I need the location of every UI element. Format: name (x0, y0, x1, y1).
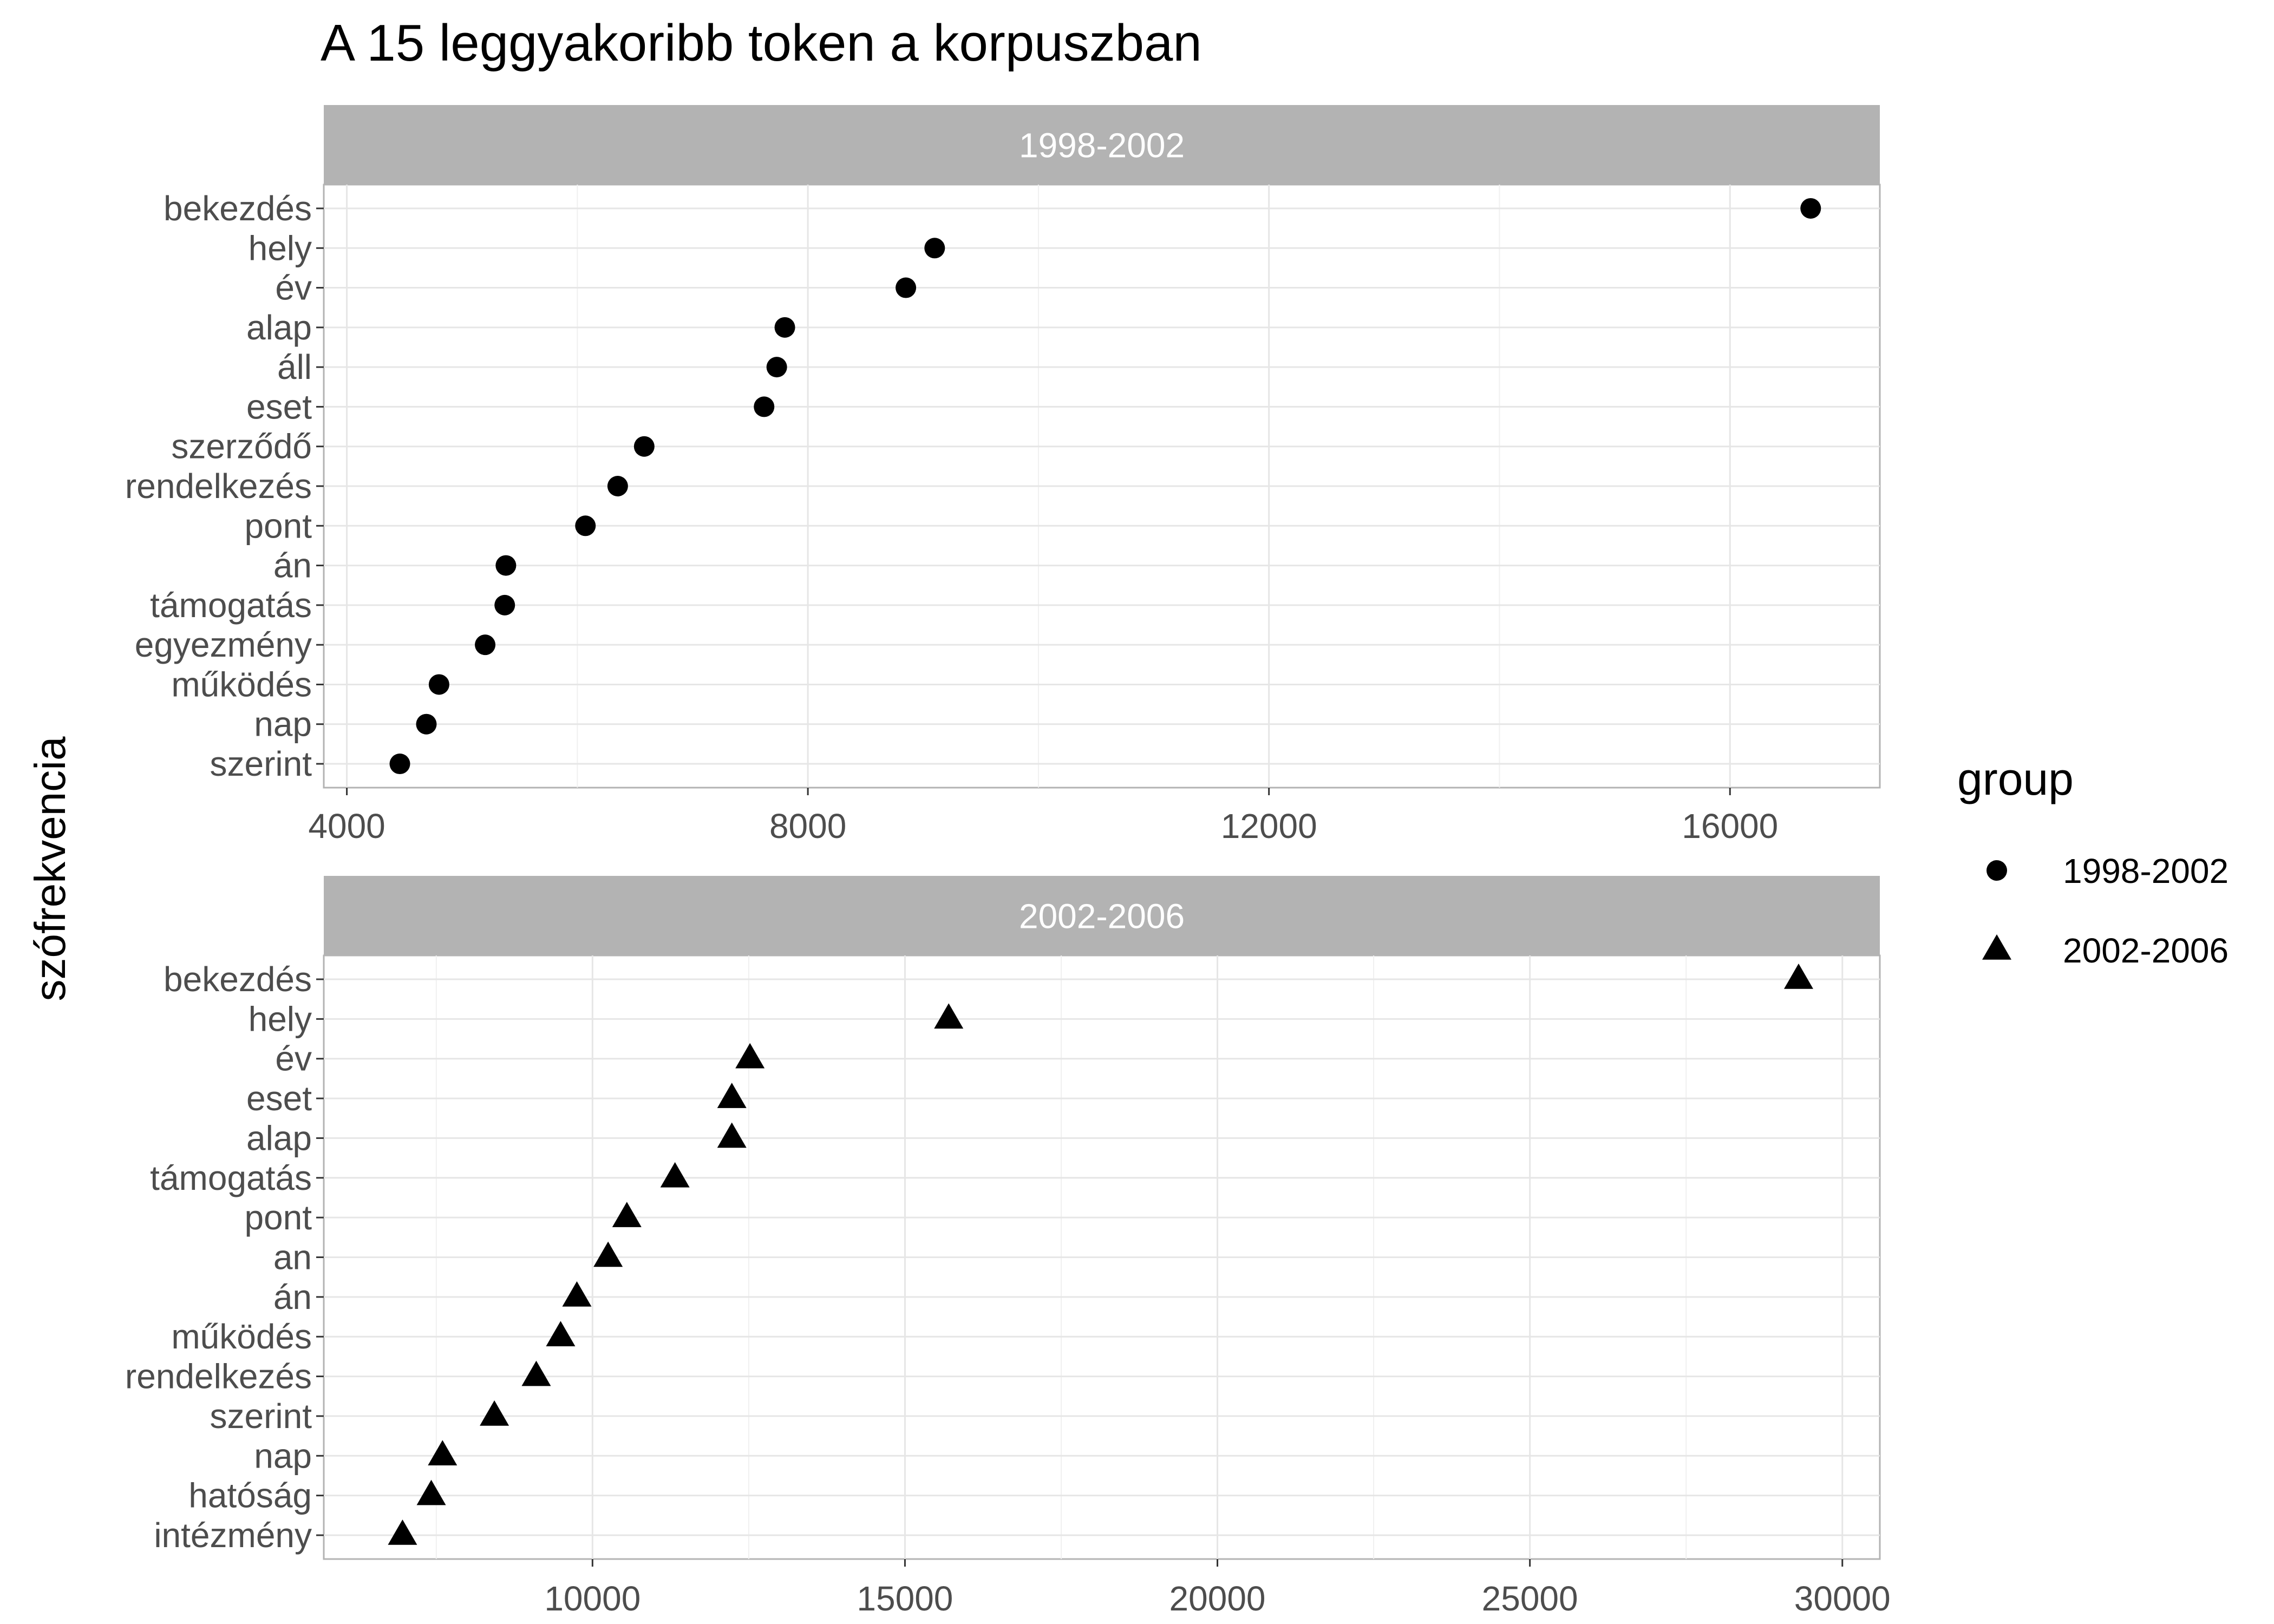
y-tick-label-an: án (273, 546, 312, 585)
y-tick-label-szerint: szerint (210, 744, 312, 783)
data-point-an (495, 555, 517, 576)
facet-strip-label: 1998-2002 (1019, 126, 1185, 165)
y-tick-label-an: án (273, 1278, 312, 1317)
legend-key-circle (1987, 860, 2007, 881)
x-tick-label: 16000 (1682, 807, 1778, 846)
data-point-rendelkezes (521, 1360, 551, 1386)
y-tick-label-egyezmeny: egyezmény (135, 625, 312, 664)
data-point-szerint (389, 754, 410, 775)
data-point-bekezdes (1800, 198, 1821, 219)
y-tick-label-rendelkezes: rendelkezés (125, 1357, 312, 1396)
y-tick-label-ev: év (275, 269, 312, 307)
data-point-tamogatas (494, 594, 515, 615)
x-tick-label: 20000 (1169, 1579, 1266, 1618)
y-tick-label-nap: nap (254, 705, 312, 744)
data-point-an (562, 1281, 592, 1307)
legend: group 1998-2002 2002-2006 (1957, 754, 2229, 970)
y-tick-label-pont: pont (244, 1198, 312, 1237)
x-tick-label: 25000 (1482, 1579, 1578, 1618)
y-tick-label-szerzodo: szerződő (171, 427, 312, 466)
y-tick-label-szerint: szerint (210, 1397, 312, 1436)
data-point-hely (934, 1003, 964, 1029)
y-tick-label-rendelkezes: rendelkezés (125, 467, 312, 506)
y-tick-label-eset: eset (246, 1079, 312, 1118)
legend-title: group (1957, 754, 2074, 804)
x-tick-label: 15000 (857, 1579, 953, 1618)
data-point-nap (428, 1440, 458, 1466)
y-tick-label-alap: alap (246, 1118, 312, 1157)
data-point-eset (754, 396, 775, 417)
x-tick-label: 8000 (769, 807, 846, 846)
y-tick-label-tamogatas: támogatás (150, 586, 312, 625)
y-tick-label-an: an (273, 1238, 312, 1277)
data-point-ev (735, 1043, 765, 1069)
data-point-alap (717, 1122, 747, 1148)
data-point-egyezmeny (475, 634, 496, 656)
y-tick-label-pont: pont (244, 506, 312, 545)
facet-strip (324, 876, 1880, 955)
data-point-nap (416, 713, 437, 735)
data-point-eset (717, 1083, 747, 1108)
panel-1998-2002: 4000 8000 12000 16000bekezdéshelyévalapálle… (125, 105, 1881, 846)
y-tick-label-alap: alap (246, 308, 312, 347)
data-point-tamogatas (660, 1162, 690, 1188)
x-tick-label: 12000 (1221, 807, 1317, 846)
chart-title: A 15 leggyakoribb token a korpuszban (321, 14, 1202, 72)
data-point-hely (924, 238, 945, 259)
data-point-intezmeny (388, 1519, 417, 1545)
y-tick-label-tamogatas: támogatás (150, 1158, 312, 1197)
data-point-an (593, 1241, 623, 1267)
facet-strip-label: 2002-2006 (1019, 897, 1185, 936)
y-tick-label-hely: hely (249, 999, 312, 1038)
x-tick-label: 10000 (544, 1579, 641, 1618)
y-tick-label-mukodes: működés (171, 665, 312, 704)
legend-entry-1998-2002: 1998-2002 (1987, 852, 2229, 890)
legend-label: 2002-2006 (2063, 931, 2229, 970)
data-point-szerint (480, 1400, 509, 1426)
facet-strip (324, 105, 1880, 185)
y-tick-label-intezmeny: intézmény (154, 1516, 312, 1555)
y-tick-label-nap: nap (254, 1436, 312, 1475)
data-point-pont (575, 515, 596, 536)
panels: 4000 8000 12000 16000bekezdéshelyévalapálle… (125, 105, 1891, 1618)
x-tick-label: 4000 (308, 807, 385, 846)
data-point-szerzodo (633, 436, 655, 457)
data-point-hatosag (416, 1479, 446, 1505)
legend-key-triangle (1982, 934, 2011, 960)
data-point-alap (774, 317, 795, 338)
y-axis-label: szófrekvencia (26, 736, 74, 1001)
legend-entry-2002-2006: 2002-2006 (1982, 931, 2229, 970)
data-point-mukodes (546, 1321, 576, 1346)
data-point-pont (612, 1202, 642, 1227)
y-tick-label-all: áll (277, 348, 312, 387)
data-point-mukodes (428, 674, 449, 695)
y-tick-label-bekezdes: bekezdés (164, 189, 312, 228)
data-point-all (766, 357, 787, 378)
x-tick-label: 30000 (1794, 1579, 1891, 1618)
data-point-bekezdes (1783, 964, 1813, 989)
y-tick-label-hely: hely (249, 228, 312, 267)
y-tick-label-bekezdes: bekezdés (164, 960, 312, 999)
y-tick-label-ev: év (275, 1039, 312, 1078)
y-tick-label-hatosag: hatóság (188, 1476, 312, 1515)
legend-label: 1998-2002 (2063, 852, 2229, 890)
data-point-ev (896, 277, 917, 298)
panel-2002-2006: 10000 15000 20000 25000 30000 bekezdéshelyéve… (125, 876, 1891, 1618)
y-tick-label-mukodes: működés (171, 1317, 312, 1356)
y-tick-label-eset: eset (246, 387, 312, 426)
data-point-rendelkezes (607, 476, 628, 496)
